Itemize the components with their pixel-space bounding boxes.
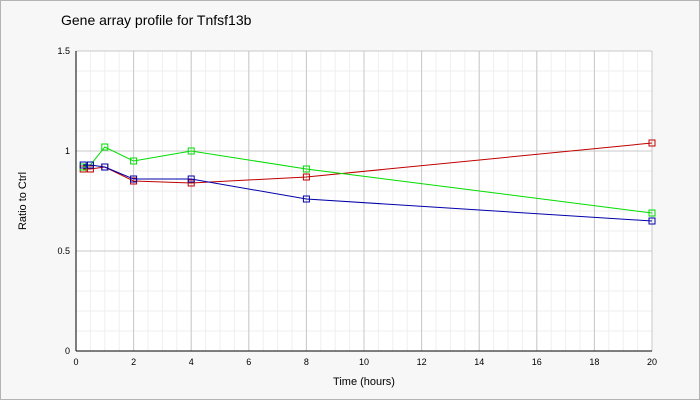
x-tick-label: 10 xyxy=(359,357,369,367)
x-axis-label: Time (hours) xyxy=(333,376,395,388)
data-point-marker xyxy=(86,161,94,169)
data-point-marker xyxy=(86,165,94,173)
data-point-marker xyxy=(302,165,310,173)
series-line xyxy=(83,142,653,184)
y-tick-label: 0.5 xyxy=(57,246,70,256)
y-axis-label: Ratio to Ctrl xyxy=(17,172,29,230)
data-point-marker xyxy=(101,143,109,151)
x-tick-label: 12 xyxy=(417,357,427,367)
data-point-marker xyxy=(130,175,138,183)
data-point-marker xyxy=(79,161,87,169)
x-tick-label: 14 xyxy=(474,357,484,367)
series-3 xyxy=(79,161,656,225)
data-point-marker xyxy=(130,157,138,165)
data-point-marker xyxy=(302,173,310,181)
data-point-marker xyxy=(648,217,656,225)
x-tick-label: 18 xyxy=(589,357,599,367)
x-tick-label: 16 xyxy=(532,357,542,367)
x-tick-label: 2 xyxy=(131,357,136,367)
x-tick-label: 0 xyxy=(73,357,78,367)
series-group xyxy=(79,139,656,225)
x-tick-label: 4 xyxy=(189,357,194,367)
data-point-marker xyxy=(648,209,656,217)
y-tick-label: 1 xyxy=(65,146,70,156)
data-point-marker xyxy=(648,139,656,147)
x-tick-label: 8 xyxy=(304,357,309,367)
y-tick-label: 0 xyxy=(65,346,70,356)
axes xyxy=(75,51,652,352)
data-point-marker xyxy=(187,175,195,183)
data-point-marker xyxy=(101,163,109,171)
tick-labels: 0 2 4 6 8 10 12 14 16 18 20 0 0.5 1 1.5 xyxy=(57,46,657,367)
x-tick-label: 20 xyxy=(647,357,657,367)
chart-title: Gene array profile for Tnfsf13b xyxy=(61,12,252,28)
y-tick-label: 1.5 xyxy=(57,46,70,56)
data-point-marker xyxy=(187,147,195,155)
data-point-marker xyxy=(302,195,310,203)
data-point-marker xyxy=(187,179,195,187)
x-tick-label: 6 xyxy=(246,357,251,367)
series-line xyxy=(83,164,653,222)
